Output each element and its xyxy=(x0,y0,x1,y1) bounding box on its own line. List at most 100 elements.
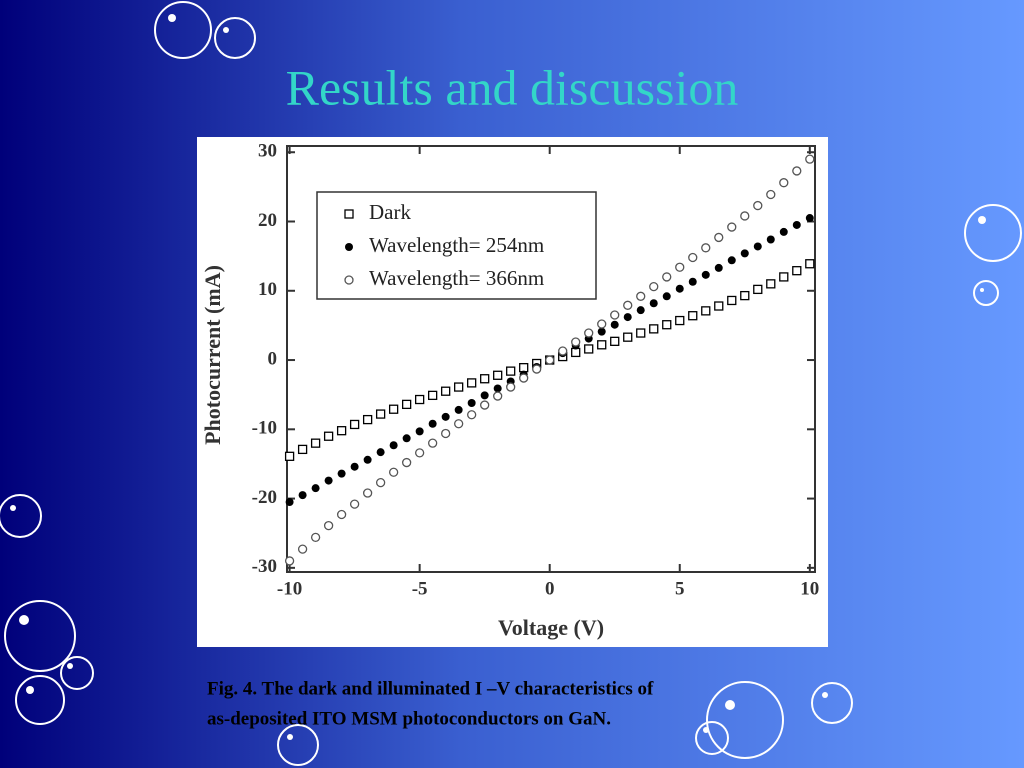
legend-marker xyxy=(344,209,354,219)
data-point xyxy=(688,277,697,286)
data-point xyxy=(779,178,789,188)
data-point xyxy=(375,409,386,419)
data-point xyxy=(389,441,398,450)
data-point xyxy=(662,320,672,330)
data-point xyxy=(597,340,607,350)
legend-marker xyxy=(345,243,353,251)
slide-title: Results and discussion xyxy=(286,59,739,115)
data-point xyxy=(753,242,762,251)
data-point xyxy=(688,252,698,263)
y-tick-label: 10 xyxy=(258,279,277,300)
data-point xyxy=(571,347,581,358)
y-tick-label: -30 xyxy=(252,556,277,577)
x-axis-label: Voltage (V) xyxy=(498,615,604,640)
data-point xyxy=(662,272,672,282)
legend-label: Wavelength= 366nm xyxy=(369,266,544,290)
data-point xyxy=(324,476,333,485)
data-point xyxy=(727,295,737,306)
data-point xyxy=(805,154,815,164)
data-point xyxy=(701,306,711,316)
data-point xyxy=(493,370,503,380)
data-point xyxy=(597,327,606,336)
y-tick-label: -10 xyxy=(252,418,277,439)
data-point xyxy=(740,290,750,301)
data-point xyxy=(375,477,386,488)
data-point xyxy=(298,491,307,500)
y-tick-label: 20 xyxy=(258,210,277,231)
data-point xyxy=(610,336,620,346)
data-point xyxy=(779,227,788,236)
data-point xyxy=(623,332,633,342)
data-point xyxy=(388,467,399,477)
data-point xyxy=(649,324,659,334)
data-point xyxy=(337,469,346,478)
data-point xyxy=(714,232,724,243)
data-point xyxy=(584,344,594,354)
data-point xyxy=(349,419,360,430)
x-tick-label: 5 xyxy=(675,578,685,599)
data-point xyxy=(662,292,671,301)
data-point xyxy=(311,484,320,493)
legend-label: Wavelength= 254nm xyxy=(369,233,544,257)
data-point xyxy=(649,281,659,292)
data-point xyxy=(428,419,437,428)
data-point xyxy=(779,272,789,282)
data-point xyxy=(727,222,737,232)
data-point xyxy=(571,337,581,347)
data-point xyxy=(506,382,516,392)
data-point xyxy=(558,346,568,356)
data-point xyxy=(415,427,424,436)
data-point xyxy=(480,374,490,384)
data-point xyxy=(636,291,646,301)
data-point xyxy=(441,412,450,421)
data-point xyxy=(402,434,411,443)
y-tick-label: -20 xyxy=(252,487,277,508)
legend-box xyxy=(316,191,597,300)
data-point xyxy=(636,306,645,315)
data-point xyxy=(766,189,776,200)
data-point xyxy=(428,438,438,448)
data-point xyxy=(753,284,763,295)
data-point xyxy=(623,300,633,310)
data-point xyxy=(493,391,503,401)
data-point xyxy=(597,319,607,329)
data-point xyxy=(792,166,802,176)
y-tick-label: 0 xyxy=(268,348,278,369)
data-point xyxy=(493,384,502,393)
data-point xyxy=(506,366,516,376)
data-point xyxy=(336,509,347,520)
data-point xyxy=(649,299,658,308)
data-point xyxy=(675,284,684,293)
data-point xyxy=(519,363,529,373)
data-point xyxy=(701,270,710,279)
caption-line: Fig. 4. The dark and illuminated I –V ch… xyxy=(207,678,654,699)
data-point xyxy=(545,355,555,365)
data-point xyxy=(480,400,490,410)
x-tick-label: 0 xyxy=(545,578,555,599)
data-point xyxy=(467,410,477,420)
data-point xyxy=(401,457,412,468)
x-tick-label: -10 xyxy=(277,578,302,599)
data-point xyxy=(285,498,294,507)
data-point xyxy=(714,301,724,311)
data-point xyxy=(415,448,425,458)
data-point xyxy=(701,243,711,253)
data-point xyxy=(454,382,464,392)
data-point xyxy=(284,556,295,566)
legend-marker xyxy=(344,275,354,285)
data-point xyxy=(350,462,359,471)
data-point xyxy=(454,405,463,414)
data-point xyxy=(441,428,451,439)
data-point xyxy=(362,414,373,425)
data-point xyxy=(310,438,321,448)
data-point xyxy=(480,391,489,400)
data-point xyxy=(363,455,372,464)
data-point xyxy=(792,220,801,229)
data-point xyxy=(584,328,594,338)
data-point xyxy=(467,378,477,388)
data-point xyxy=(727,256,736,265)
data-point xyxy=(310,532,321,543)
data-point xyxy=(401,399,412,410)
data-point xyxy=(610,310,620,320)
